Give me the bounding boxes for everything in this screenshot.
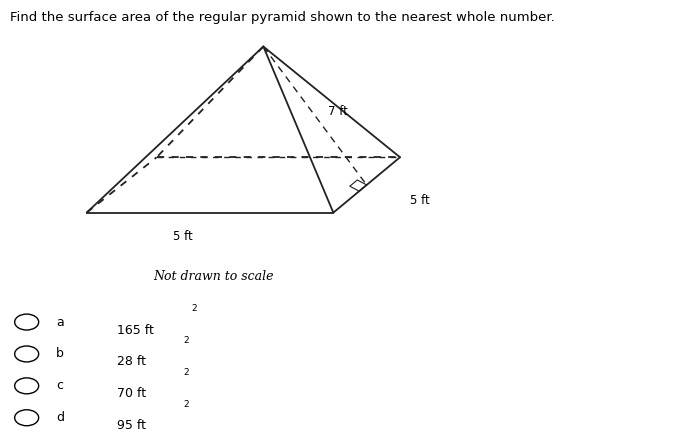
Text: c: c xyxy=(56,379,63,392)
Text: Find the surface area of the regular pyramid shown to the nearest whole number.: Find the surface area of the regular pyr… xyxy=(10,11,554,24)
Text: 7 ft: 7 ft xyxy=(328,105,348,118)
Text: a: a xyxy=(56,315,64,329)
Text: 5 ft: 5 ft xyxy=(173,230,193,243)
Text: 70 ft: 70 ft xyxy=(117,387,146,400)
Text: d: d xyxy=(56,411,64,424)
Text: 2: 2 xyxy=(183,336,189,345)
Text: 2: 2 xyxy=(183,400,189,409)
Text: Not drawn to scale: Not drawn to scale xyxy=(153,270,273,283)
Text: 165 ft: 165 ft xyxy=(117,323,154,337)
Text: 2: 2 xyxy=(183,368,189,377)
Text: 28 ft: 28 ft xyxy=(117,355,146,369)
Text: 5 ft: 5 ft xyxy=(410,194,430,207)
Text: b: b xyxy=(56,347,64,361)
Text: 95 ft: 95 ft xyxy=(117,419,146,432)
Text: 2: 2 xyxy=(192,304,197,313)
